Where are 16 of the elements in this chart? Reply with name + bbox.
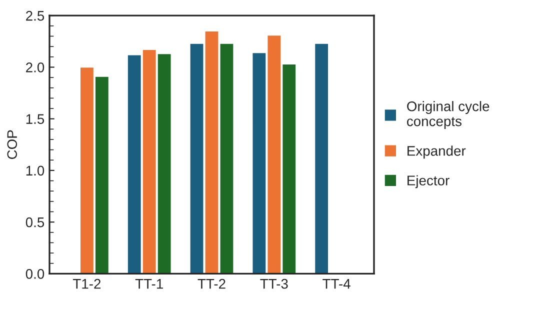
- x-tick-label: TT-4: [322, 279, 350, 289]
- x-tick-label: TT-3: [260, 278, 288, 289]
- legend-label: Expander: [408, 146, 466, 159]
- legend-label: Original cycle concepts: [407, 101, 490, 129]
- y-tick-label: 1.0: [26, 166, 44, 176]
- y-tick-label: 0.0: [26, 269, 44, 279]
- bar: [314, 43, 329, 274]
- y-tick-label: 0.5: [26, 217, 44, 228]
- x-tick-label: TT-1: [135, 279, 163, 289]
- x-tick-label: TT-2: [198, 278, 226, 289]
- y-tick-label: 1.5: [26, 114, 44, 124]
- legend-label: Ejector: [408, 175, 450, 188]
- x-tick-label: T1-2: [72, 278, 101, 289]
- y-axis-title: COP: [7, 130, 18, 159]
- y-tick-label: 2.0: [26, 62, 44, 72]
- y-tick-label: 2.5: [26, 10, 44, 21]
